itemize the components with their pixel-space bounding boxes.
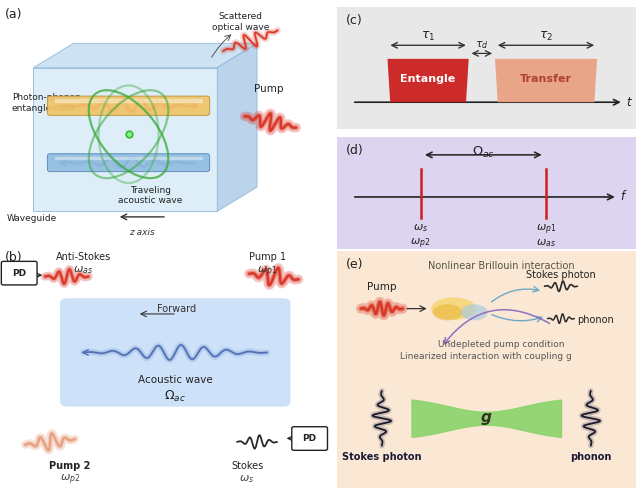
Text: $\omega_{p1}$: $\omega_{p1}$: [536, 222, 556, 237]
Text: Entangle: Entangle: [401, 74, 456, 84]
Text: Transfer: Transfer: [520, 74, 572, 84]
Ellipse shape: [461, 304, 488, 321]
Text: $\omega_{p2}$: $\omega_{p2}$: [410, 237, 431, 251]
Text: Photon-phonon
entanglement: Photon-phonon entanglement: [12, 93, 80, 113]
Text: z axis: z axis: [129, 228, 155, 237]
FancyBboxPatch shape: [48, 154, 210, 172]
Text: $\omega_{p2}$: $\omega_{p2}$: [60, 473, 80, 488]
Text: Pump: Pump: [367, 283, 397, 292]
Polygon shape: [33, 43, 257, 68]
FancyBboxPatch shape: [48, 96, 210, 115]
Text: $\Omega_{ac}$: $\Omega_{ac}$: [472, 144, 495, 160]
Text: Anti-Stokes: Anti-Stokes: [56, 252, 111, 262]
Text: Stokes photon: Stokes photon: [526, 270, 596, 280]
Text: $\omega_{as}$: $\omega_{as}$: [73, 264, 94, 276]
Text: g: g: [481, 410, 492, 425]
FancyBboxPatch shape: [291, 427, 327, 450]
Text: PD: PD: [302, 434, 317, 443]
Text: $\tau_d$: $\tau_d$: [475, 39, 489, 51]
Text: $\omega_s$: $\omega_s$: [413, 222, 428, 234]
FancyBboxPatch shape: [334, 134, 639, 252]
Text: $\omega_{as}$: $\omega_{as}$: [536, 237, 556, 249]
FancyBboxPatch shape: [334, 4, 639, 132]
Text: $\omega_s$: $\omega_s$: [239, 473, 255, 485]
Text: Pump 1: Pump 1: [248, 252, 286, 262]
Text: Waveguide: Waveguide: [6, 214, 57, 223]
FancyBboxPatch shape: [334, 249, 639, 488]
Text: Pump 2: Pump 2: [49, 461, 91, 471]
Text: Linearized interaction with coupling g: Linearized interaction with coupling g: [401, 352, 572, 361]
Text: PD: PD: [12, 268, 26, 278]
Text: Stokes: Stokes: [231, 461, 263, 471]
Polygon shape: [388, 59, 469, 102]
Text: $\tau_1$: $\tau_1$: [421, 30, 435, 43]
FancyBboxPatch shape: [60, 298, 290, 407]
Polygon shape: [33, 68, 217, 211]
Text: $\tau_2$: $\tau_2$: [539, 30, 553, 43]
Text: (a): (a): [5, 8, 22, 21]
Text: Pump: Pump: [254, 83, 284, 94]
Text: $\Omega_{ac}$: $\Omega_{ac}$: [164, 389, 186, 404]
Text: f: f: [621, 190, 625, 203]
Text: (d): (d): [346, 143, 364, 157]
Text: (b): (b): [5, 251, 22, 264]
Ellipse shape: [433, 304, 462, 321]
Text: Traveling
acoustic wave: Traveling acoustic wave: [118, 186, 182, 205]
Text: Acoustic wave: Acoustic wave: [138, 375, 213, 386]
Text: phonon: phonon: [577, 315, 614, 325]
Text: t: t: [627, 96, 631, 109]
Text: Stokes photon: Stokes photon: [342, 452, 422, 462]
Text: Scattered
optical wave: Scattered optical wave: [212, 12, 269, 32]
Text: Nonlinear Brillouin interaction: Nonlinear Brillouin interaction: [428, 261, 575, 271]
Polygon shape: [495, 59, 597, 102]
Text: Forward: Forward: [157, 304, 196, 314]
Text: (c): (c): [346, 14, 363, 27]
Ellipse shape: [431, 297, 476, 320]
Text: $\omega_{p1}$: $\omega_{p1}$: [257, 264, 277, 279]
Polygon shape: [217, 43, 257, 211]
Text: (e): (e): [346, 258, 363, 270]
Text: Undepleted pump condition: Undepleted pump condition: [438, 340, 564, 349]
FancyBboxPatch shape: [1, 262, 37, 285]
Text: phonon: phonon: [570, 452, 611, 462]
